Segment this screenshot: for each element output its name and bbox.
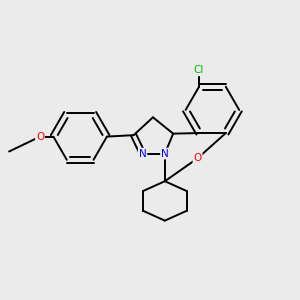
- Text: O: O: [36, 132, 44, 142]
- Text: N: N: [139, 148, 146, 159]
- Text: Cl: Cl: [194, 65, 204, 75]
- Text: O: O: [194, 153, 202, 163]
- Text: N: N: [161, 148, 169, 159]
